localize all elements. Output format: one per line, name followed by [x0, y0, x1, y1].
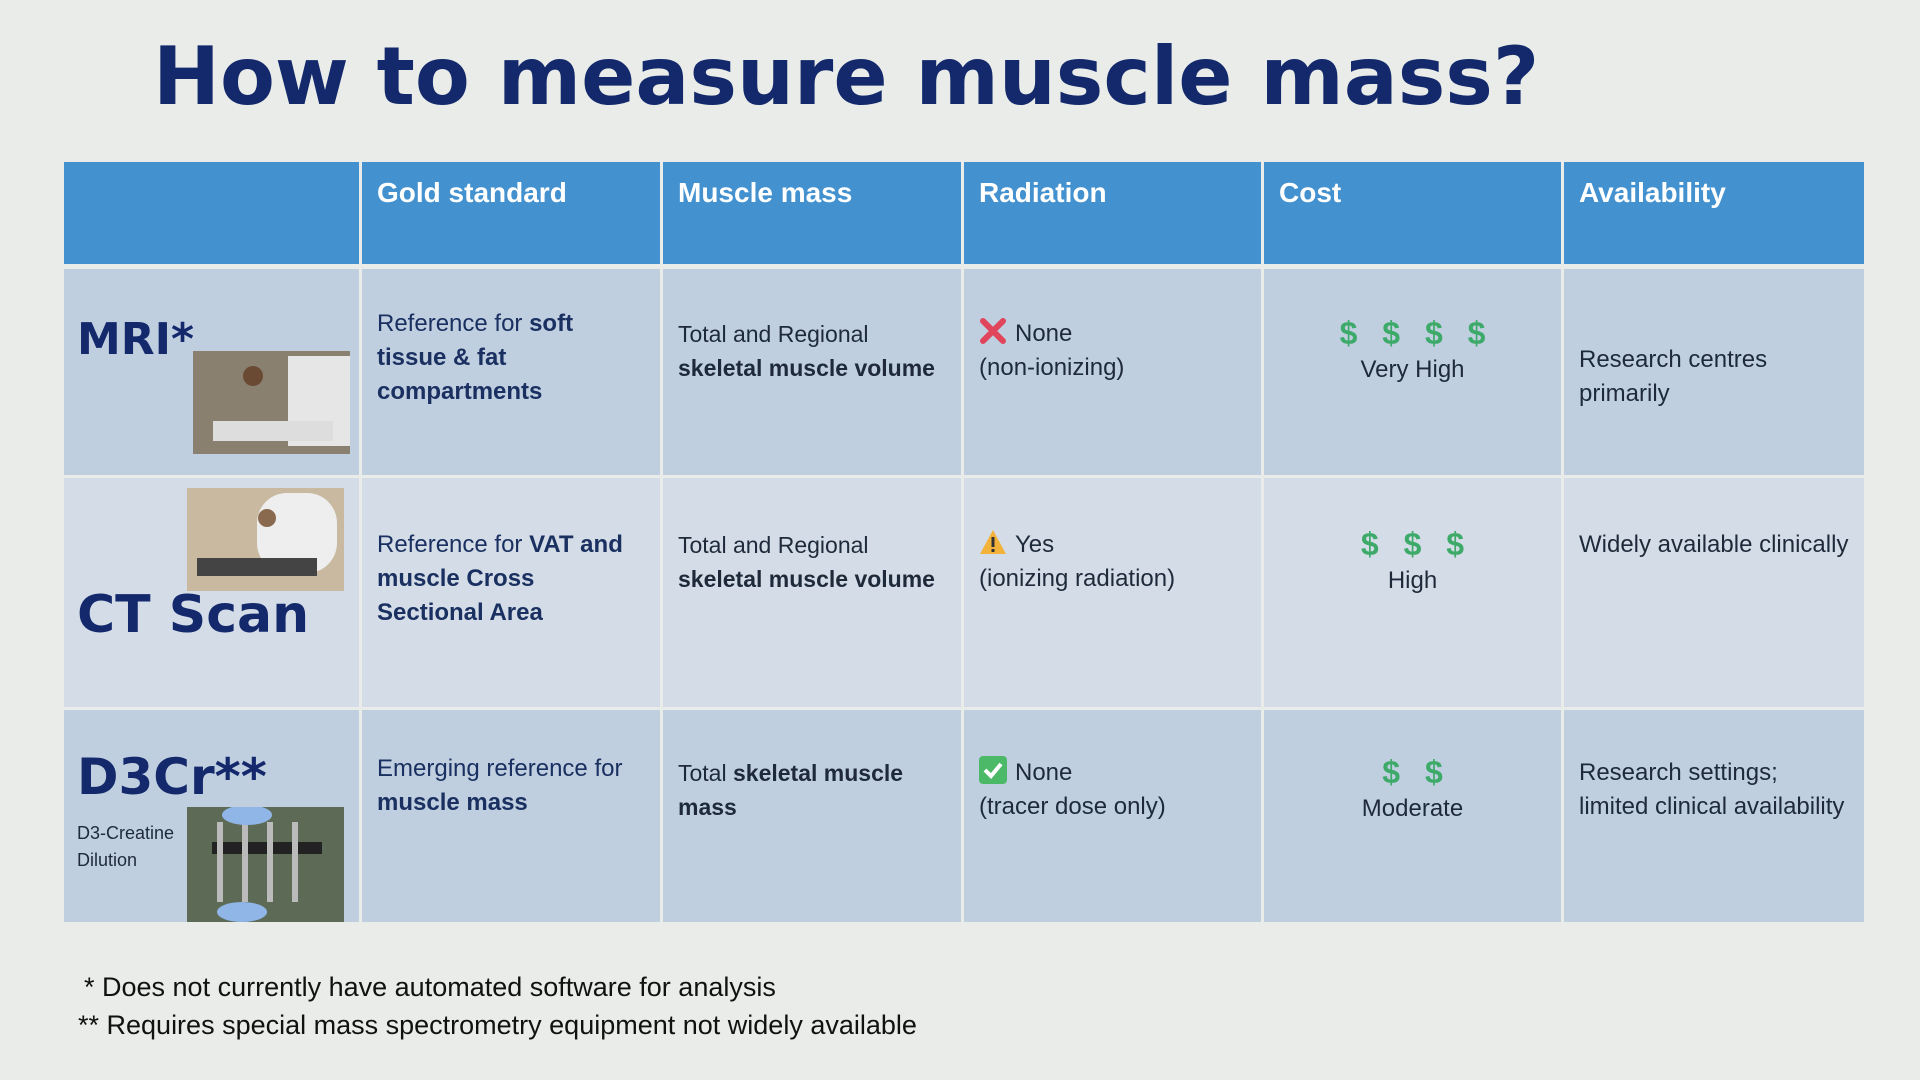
cost-cell: $ $ Moderate [1264, 710, 1561, 922]
gold-cell: Reference for soft tissue & fat compartm… [362, 269, 660, 475]
availability-cell: Research centres primarily [1564, 269, 1864, 475]
text: Total and Regional [678, 321, 869, 347]
text: (tracer dose only) [979, 793, 1166, 820]
radiation-cell: None (tracer dose only) [964, 710, 1261, 922]
header-cell: Cost [1264, 162, 1561, 264]
footnote: ** Requires special mass spectrometry eq… [78, 1010, 917, 1040]
text: None [1015, 320, 1073, 347]
text: High [1387, 567, 1438, 594]
cost-symbols: $ $ $ [1360, 526, 1465, 562]
text: skeletal muscle volume [678, 355, 935, 381]
muscle-cell: Total skeletal muscle mass [663, 710, 961, 922]
text: Moderate [1361, 795, 1464, 822]
text: Total [678, 760, 733, 786]
slide-title: How to measure muscle mass? [153, 30, 1540, 123]
method-note: D3-Creatine Dilution [77, 823, 175, 870]
method-cell: CT Scan [64, 478, 359, 707]
header-cell: Gold standard [362, 162, 660, 264]
cost-cell: $ $ $ High [1264, 478, 1561, 707]
text: Reference for [377, 310, 530, 337]
cost-cell: $ $ $ $ Very High [1264, 269, 1561, 475]
text: Yes [1015, 531, 1055, 558]
header-cell: Availability [1564, 162, 1864, 264]
availability-cell: Research settings; limited clinical avai… [1564, 710, 1864, 922]
header-cell [64, 162, 359, 264]
radiation-cell: Yes (ionizing radiation) [964, 478, 1261, 707]
gold-cell: Emerging reference for muscle mass [362, 710, 660, 922]
photo [187, 807, 344, 922]
availability-cell: Widely available clinically [1564, 478, 1864, 707]
method-label: D3Cr** [77, 748, 267, 806]
text: skeletal muscle mass [678, 760, 904, 820]
check-icon [979, 756, 1007, 784]
gold-cell: Reference for VAT and muscle Cross Secti… [362, 478, 660, 707]
muscle-cell: Total and Regional skeletal muscle volum… [663, 269, 961, 475]
header-cell: Muscle mass [663, 162, 961, 264]
text: (non-ionizing) [979, 354, 1125, 381]
muscle-cell: Total and Regional skeletal muscle volum… [663, 478, 961, 707]
text: Very High [1360, 356, 1465, 383]
method-cell: D3Cr** D3-Creatine Dilution [64, 710, 359, 922]
text: soft tissue & fat compartments [377, 310, 574, 405]
photo [193, 351, 350, 454]
method-label: CT Scan [77, 585, 310, 645]
text: muscle mass [377, 789, 528, 816]
text: None [1015, 759, 1073, 786]
radiation-cell: None (non-ionizing) [964, 269, 1261, 475]
footnote: * Does not currently have automated soft… [84, 972, 776, 1002]
method-label: MRI* [77, 314, 195, 365]
text: Emerging reference for [377, 755, 623, 782]
photo [187, 488, 344, 591]
text: VAT and muscle Cross Sectional Area [377, 531, 623, 626]
cross-icon [980, 318, 1006, 344]
header-cell: Radiation [964, 162, 1261, 264]
method-cell: MRI* [64, 269, 359, 475]
text: Total and Regional [678, 532, 869, 558]
cost-symbols: $ $ [1382, 754, 1443, 790]
cost-symbols: $ $ $ $ [1339, 315, 1486, 351]
text: (ionizing radiation) [979, 565, 1176, 592]
text: skeletal muscle volume [678, 566, 935, 592]
warning-icon [980, 530, 1006, 554]
text: Reference for [377, 531, 530, 558]
